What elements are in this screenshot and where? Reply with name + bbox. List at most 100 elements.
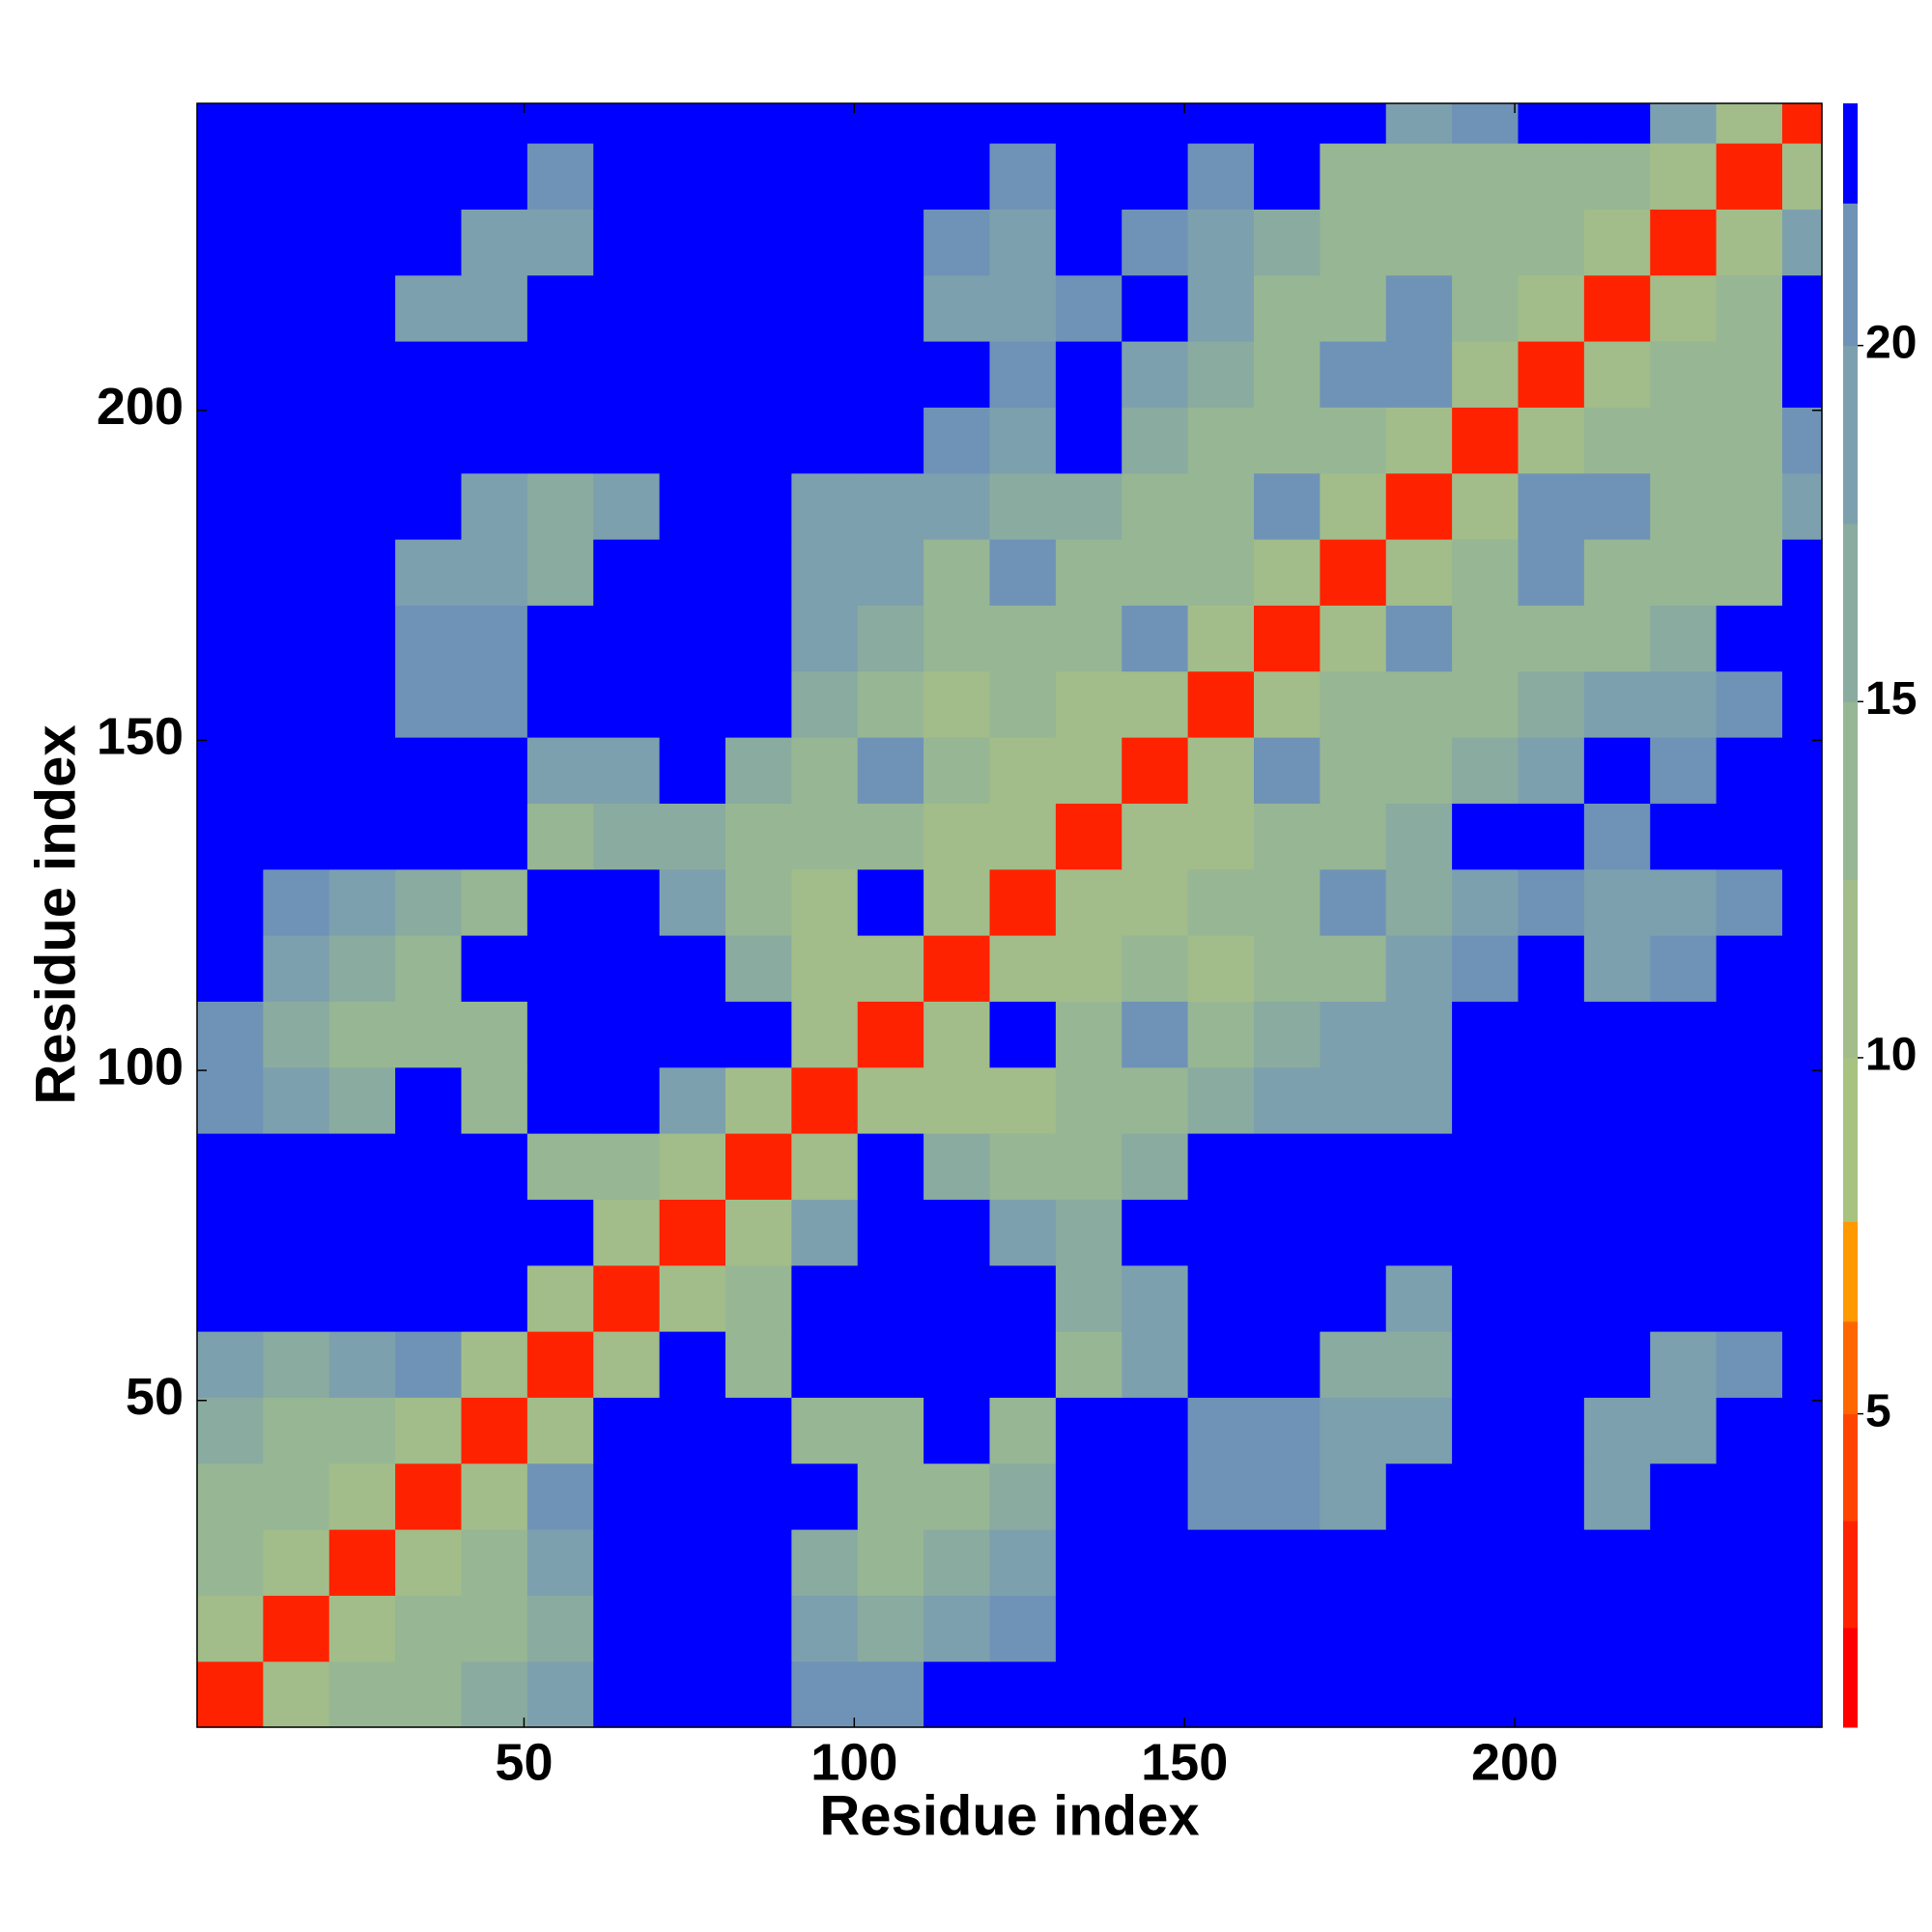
heatmap-cell <box>1187 1264 1255 1332</box>
heatmap-cell <box>263 1066 330 1134</box>
heatmap-cell <box>791 803 859 870</box>
heatmap-cell <box>1320 737 1387 804</box>
heatmap-cell <box>1518 1001 1585 1068</box>
heatmap-cell <box>659 1397 726 1464</box>
heatmap-cell <box>263 209 330 276</box>
heatmap-cell <box>1452 472 1520 540</box>
heatmap-cell <box>1452 1001 1520 1068</box>
heatmap-cell <box>1716 670 1783 738</box>
heatmap-cell <box>1122 1529 1189 1596</box>
heatmap-cell <box>1650 103 1718 144</box>
heatmap-cell <box>1781 472 1823 540</box>
heatmap-cell <box>1320 1264 1387 1332</box>
heatmap-cell <box>791 1199 859 1266</box>
heatmap-cell <box>1452 1529 1520 1596</box>
heatmap-cell <box>593 737 661 804</box>
heatmap-cell <box>526 1199 594 1266</box>
heatmap-cell <box>461 143 528 210</box>
heatmap-cell <box>1187 737 1255 804</box>
heatmap-cell <box>1385 1066 1453 1134</box>
heatmap-cell <box>1055 1133 1122 1200</box>
heatmap-cell <box>461 472 528 540</box>
heatmap-cell <box>197 539 264 606</box>
heatmap-cell <box>1781 1331 1823 1398</box>
heatmap-cell <box>1518 103 1585 144</box>
heatmap-cell <box>1187 868 1255 936</box>
heatmap-cell <box>1716 935 1783 1002</box>
heatmap-cell <box>1716 103 1783 144</box>
heatmap-cell <box>1122 209 1189 276</box>
heatmap-cell <box>461 935 528 1002</box>
heatmap-cell <box>1583 737 1651 804</box>
heatmap-cell <box>1122 1133 1189 1200</box>
heatmap-cell <box>197 670 264 738</box>
heatmap-cell <box>263 407 330 474</box>
heatmap-cell <box>1187 407 1255 474</box>
heatmap-cell <box>1650 274 1718 342</box>
heatmap-cell <box>1583 1199 1651 1266</box>
heatmap-cell <box>395 868 463 936</box>
heatmap-cell <box>1518 803 1585 870</box>
heatmap-cell <box>857 1397 924 1464</box>
heatmap-cell <box>1650 341 1718 408</box>
heatmap-cell <box>526 670 594 738</box>
heatmap-cell <box>526 1066 594 1134</box>
heatmap-cell <box>1320 472 1387 540</box>
heatmap-cell <box>461 605 528 672</box>
heatmap-cell <box>724 1199 792 1266</box>
heatmap-cell <box>395 209 463 276</box>
heatmap-cell <box>1781 143 1823 210</box>
heatmap-cell <box>1781 341 1823 408</box>
heatmap-cell <box>395 1661 463 1728</box>
heatmap-cell <box>1583 1331 1651 1398</box>
heatmap-cell <box>989 1595 1057 1662</box>
heatmap-cell <box>857 605 924 672</box>
heatmap-cell <box>1122 935 1189 1002</box>
heatmap-cell <box>1650 803 1718 870</box>
heatmap-cell <box>395 407 463 474</box>
heatmap-cell <box>1650 472 1718 540</box>
heatmap-cell <box>1055 341 1122 408</box>
heatmap-cell <box>1452 670 1520 738</box>
heatmap-cell <box>923 1133 991 1200</box>
heatmap-cell <box>1650 539 1718 606</box>
heatmap-cell <box>923 539 991 606</box>
heatmap-cell <box>724 1463 792 1530</box>
heatmap-cell <box>461 1463 528 1530</box>
heatmap-cell <box>1518 1264 1585 1332</box>
heatmap-cell <box>461 737 528 804</box>
heatmap-cell <box>395 103 463 144</box>
heatmap-cell <box>395 935 463 1002</box>
heatmap-cell <box>1187 1463 1255 1530</box>
heatmap-cell <box>1320 209 1387 276</box>
heatmap-cell <box>1385 1001 1453 1068</box>
heatmap-cell <box>395 1463 463 1530</box>
x-tick-label: 100 <box>810 1733 897 1791</box>
heatmap-cell <box>989 1397 1057 1464</box>
heatmap-cell <box>1452 1463 1520 1530</box>
heatmap-cell <box>1650 209 1718 276</box>
heatmap-cell <box>526 103 594 144</box>
heatmap-cell <box>395 1331 463 1398</box>
heatmap-cell <box>1187 1529 1255 1596</box>
heatmap-cell <box>1452 143 1520 210</box>
heatmap-cell <box>328 1331 396 1398</box>
heatmap-cell <box>1055 803 1122 870</box>
heatmap-cell <box>1650 1331 1718 1398</box>
heatmap-cell <box>857 143 924 210</box>
heatmap-cell <box>197 1595 264 1662</box>
heatmap-cell <box>328 1397 396 1464</box>
heatmap-cell <box>395 1199 463 1266</box>
heatmap-cell <box>1781 1133 1823 1200</box>
colorbar-tick-label: 10 <box>1865 1030 1917 1081</box>
heatmap-cell <box>1452 737 1520 804</box>
heatmap-cell <box>593 143 661 210</box>
heatmap-cell <box>923 143 991 210</box>
heatmap-cell <box>791 1397 859 1464</box>
heatmap-cell <box>1781 1001 1823 1068</box>
heatmap-cell <box>1452 803 1520 870</box>
heatmap-cell <box>263 1529 330 1596</box>
heatmap-cell <box>1320 1463 1387 1530</box>
heatmap-cell <box>1385 605 1453 672</box>
